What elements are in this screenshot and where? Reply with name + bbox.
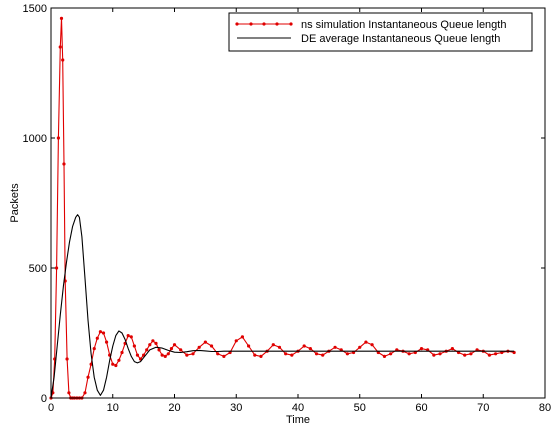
- series-1-point: [247, 344, 251, 348]
- series-1-point: [61, 58, 65, 62]
- x-tick-label: 60: [415, 402, 427, 414]
- series-1-point: [163, 354, 167, 358]
- series-1-point: [59, 16, 64, 20]
- y-tick-label: 1000: [23, 133, 47, 145]
- series-1-point: [364, 340, 368, 344]
- series-1-point: [172, 343, 177, 347]
- series-1-point: [191, 352, 195, 356]
- series-1-point: [160, 353, 164, 357]
- series-1-point: [234, 339, 238, 343]
- x-tick-label: 80: [539, 402, 551, 414]
- series-1-point: [438, 352, 442, 356]
- series-1-point: [302, 344, 306, 348]
- series-1-point: [469, 352, 473, 356]
- series-1-point: [419, 347, 424, 351]
- series-1-point: [333, 345, 337, 349]
- x-tick-label: 40: [292, 402, 304, 414]
- series-1-point: [132, 344, 136, 348]
- y-tick-label: 0: [41, 393, 47, 405]
- series-1-point: [157, 348, 161, 352]
- legend-marker: [235, 22, 239, 26]
- x-tick-label: 0: [48, 402, 54, 414]
- legend-marker: [275, 22, 279, 26]
- series-1-point: [104, 340, 109, 344]
- y-axis-label: Packets: [9, 183, 21, 223]
- series-1-point: [148, 343, 152, 347]
- legend-box: [228, 12, 533, 52]
- series-1-point: [216, 352, 220, 356]
- series-1-point: [145, 348, 149, 352]
- series-1-point: [95, 336, 99, 340]
- series-1-point: [370, 343, 374, 347]
- series-1-point: [54, 266, 59, 270]
- series-1-point: [154, 341, 158, 345]
- series-1-point: [209, 344, 214, 348]
- series-1-point: [389, 352, 393, 356]
- series-1-point: [58, 45, 62, 49]
- series-1-point: [98, 330, 102, 334]
- series-1-point: [259, 354, 263, 358]
- series-1-point: [463, 353, 467, 357]
- axes: 0 10 20 30 40 50 60 70 80 0 500 1000 1500 Time Packets: [9, 3, 551, 426]
- series-1-point: [358, 345, 362, 349]
- series-1-point: [450, 347, 454, 351]
- legend-marker: [289, 22, 293, 26]
- series-1-point: [487, 353, 492, 357]
- series-1-point: [314, 352, 319, 356]
- series-1-point: [382, 354, 387, 358]
- series-1-point: [494, 352, 498, 356]
- series-1-point: [135, 353, 140, 357]
- y-tick-label: 500: [29, 263, 47, 275]
- series-1-point: [284, 352, 288, 356]
- series-1-point: [151, 339, 155, 343]
- series-1-point: [126, 334, 130, 338]
- series-1-point: [111, 362, 115, 366]
- series-1-point: [67, 391, 71, 395]
- series-1-point: [65, 357, 69, 361]
- y-tick-label: 1500: [23, 3, 47, 15]
- series-1-point: [432, 353, 436, 357]
- series-1-point: [117, 358, 121, 362]
- series-1-point: [185, 353, 189, 357]
- series-1-point: [92, 347, 96, 351]
- series-1-point: [101, 331, 106, 335]
- series-1-point: [240, 335, 245, 339]
- series-1-point: [277, 345, 282, 349]
- x-tick-label: 20: [168, 402, 180, 414]
- x-axis-label: Time: [286, 414, 310, 426]
- legend-label-1: ns simulation Instantaneous Queue length: [301, 19, 506, 31]
- series-1-point: [56, 136, 61, 140]
- series-1-point: [166, 352, 170, 356]
- series-1-point: [321, 353, 325, 357]
- x-tick-label: 10: [107, 402, 119, 414]
- series-1-point: [86, 375, 90, 379]
- series-1-point: [62, 162, 66, 166]
- x-tick-label: 30: [230, 402, 242, 414]
- series-1-point: [120, 350, 124, 355]
- x-tick-label: 50: [354, 402, 366, 414]
- series-1-point: [129, 335, 133, 339]
- series-1-point: [179, 348, 183, 352]
- series-1-point: [345, 352, 349, 356]
- series-1-point: [169, 347, 174, 351]
- series-1-point: [114, 363, 118, 368]
- series-1-point: [203, 340, 207, 344]
- legend: ns simulation Instantaneous Queue length…: [228, 12, 533, 52]
- series-1-point: [197, 345, 201, 349]
- x-tick-label: 70: [477, 402, 489, 414]
- legend-marker: [262, 22, 266, 26]
- series-line-2: [50, 214, 515, 399]
- series-1-point: [222, 354, 226, 358]
- series-1-point: [271, 343, 275, 347]
- series-1-point: [308, 347, 312, 351]
- legend-label-2: DE average Instantaneous Queue length: [301, 33, 500, 45]
- legend-marker: [249, 22, 253, 26]
- series-1-point: [253, 353, 257, 357]
- series-1-point: [290, 353, 294, 357]
- series-1-point: [407, 352, 411, 356]
- series-1-point: [83, 391, 87, 395]
